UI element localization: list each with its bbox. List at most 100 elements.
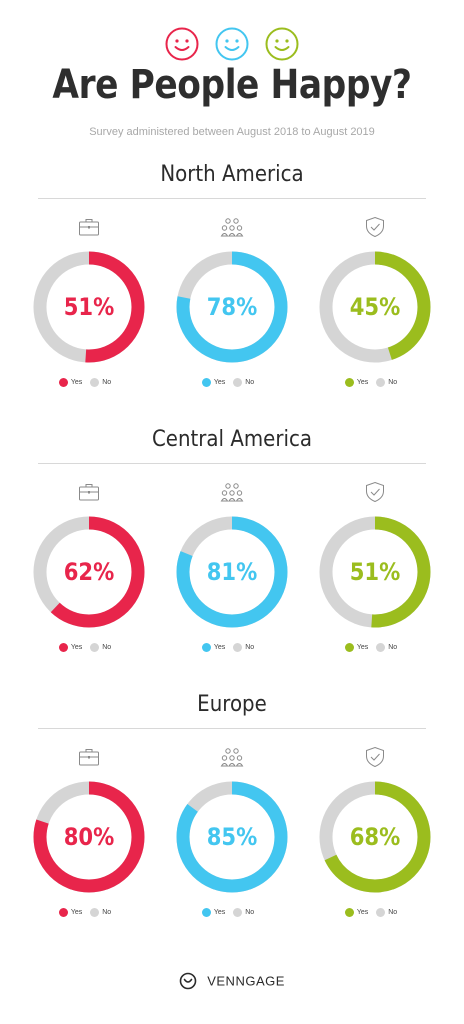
- shield-check-icon: [363, 746, 387, 768]
- donut-value-label: 78%: [206, 293, 258, 321]
- page-subtitle: Survey administered between August 2018 …: [89, 126, 375, 138]
- legend-label-no: No: [102, 909, 112, 916]
- donut-chart-cell: 51% Yes No: [310, 481, 440, 681]
- legend-swatch-yes: [201, 643, 211, 652]
- legend-label-no: No: [245, 379, 255, 386]
- donut-value-label: 62%: [63, 558, 115, 586]
- legend-label-yes: Yes: [70, 644, 83, 651]
- legend-swatch-yes: [201, 908, 211, 917]
- legend-label-yes: Yes: [213, 644, 226, 651]
- legend: Yes No: [24, 643, 154, 652]
- legend-label-yes: Yes: [213, 379, 226, 386]
- donut-chart: [33, 251, 145, 363]
- smiley-green-icon: [265, 27, 299, 61]
- venngage-logo-icon: [179, 972, 197, 990]
- section-title: Central America: [151, 427, 313, 452]
- legend-label-yes: Yes: [356, 644, 369, 651]
- donut-slice-yes: [33, 781, 145, 893]
- smiley-row: [0, 26, 464, 67]
- legend-label-no: No: [102, 644, 112, 651]
- donut-value-label: 81%: [206, 558, 258, 586]
- legend: Yes No: [310, 908, 440, 917]
- legend-label-yes: Yes: [356, 909, 369, 916]
- briefcase-icon: [77, 746, 101, 768]
- donut-value-label: 51%: [349, 558, 401, 586]
- section-title: Europe: [197, 692, 267, 717]
- section-divider: [38, 728, 426, 729]
- donut-slice-yes: [176, 251, 288, 363]
- legend-swatch-yes: [58, 908, 68, 917]
- legend: Yes No: [167, 643, 297, 652]
- legend-swatch-no: [90, 908, 100, 917]
- section-title: North America: [160, 162, 304, 187]
- shield-check-icon: [363, 216, 387, 238]
- donut-chart-cell: 68% Yes No: [310, 746, 440, 946]
- legend-swatch-yes: [344, 908, 354, 917]
- donut-chart: [33, 516, 145, 628]
- legend-label-yes: Yes: [213, 909, 226, 916]
- donut-chart-cell: 78% Yes No: [167, 216, 297, 416]
- donut-chart: [319, 516, 431, 628]
- briefcase-icon: [77, 481, 101, 503]
- legend-label-no: No: [245, 909, 255, 916]
- donut-value-label: 85%: [206, 823, 258, 851]
- legend-swatch-no: [376, 643, 386, 652]
- legend: Yes No: [24, 378, 154, 387]
- people-group-icon: [220, 481, 244, 503]
- shield-check-icon: [363, 481, 387, 503]
- legend-label-no: No: [388, 644, 398, 651]
- smiley-red-icon: [165, 27, 199, 61]
- legend-swatch-no: [233, 908, 243, 917]
- donut-value-label: 45%: [349, 293, 401, 321]
- footer-brand: VENNGAGE: [0, 972, 464, 990]
- legend-label-no: No: [388, 379, 398, 386]
- legend-label-yes: Yes: [70, 379, 83, 386]
- donut-chart-cell: 62% Yes No: [24, 481, 154, 681]
- smiley-blue-icon: [215, 27, 249, 61]
- legend-label-no: No: [388, 909, 398, 916]
- legend: Yes No: [310, 643, 440, 652]
- donut-chart: [176, 516, 288, 628]
- donut-chart: [319, 251, 431, 363]
- legend: Yes No: [167, 908, 297, 917]
- donut-chart: [176, 251, 288, 363]
- section-divider: [38, 463, 426, 464]
- legend-swatch-yes: [344, 378, 354, 387]
- donut-chart-cell: 80% Yes No: [24, 746, 154, 946]
- donut-chart-cell: 85% Yes No: [167, 746, 297, 946]
- footer-brand-label: VENNGAGE: [207, 973, 285, 989]
- legend-swatch-yes: [58, 643, 68, 652]
- donut-value-label: 51%: [63, 293, 115, 321]
- briefcase-icon: [77, 216, 101, 238]
- donut-chart-cell: 81% Yes No: [167, 481, 297, 681]
- donut-slice-yes: [33, 251, 145, 363]
- legend-swatch-no: [233, 643, 243, 652]
- legend-swatch-yes: [344, 643, 354, 652]
- legend-swatch-yes: [201, 378, 211, 387]
- donut-chart-cell: 45% Yes No: [310, 216, 440, 416]
- donut-chart-cell: 51% Yes No: [24, 216, 154, 416]
- donut-chart: [176, 781, 288, 893]
- legend-label-no: No: [102, 379, 112, 386]
- page-title: Are People Happy?: [52, 62, 412, 108]
- legend-label-no: No: [245, 644, 255, 651]
- donut-slice-yes: [176, 781, 288, 893]
- donut-slice-yes: [176, 516, 288, 628]
- section-divider: [38, 198, 426, 199]
- legend-swatch-no: [90, 643, 100, 652]
- legend-label-yes: Yes: [70, 909, 83, 916]
- legend: Yes No: [24, 908, 154, 917]
- legend-swatch-no: [233, 378, 243, 387]
- donut-chart: [33, 781, 145, 893]
- people-group-icon: [220, 216, 244, 238]
- legend-swatch-no: [376, 378, 386, 387]
- people-group-icon: [220, 746, 244, 768]
- donut-value-label: 80%: [63, 823, 115, 851]
- donut-slice-yes: [319, 516, 431, 628]
- legend-swatch-no: [376, 908, 386, 917]
- donut-slice-yes: [33, 516, 145, 628]
- legend-label-yes: Yes: [356, 379, 369, 386]
- legend-swatch-yes: [58, 378, 68, 387]
- legend: Yes No: [167, 378, 297, 387]
- legend-swatch-no: [90, 378, 100, 387]
